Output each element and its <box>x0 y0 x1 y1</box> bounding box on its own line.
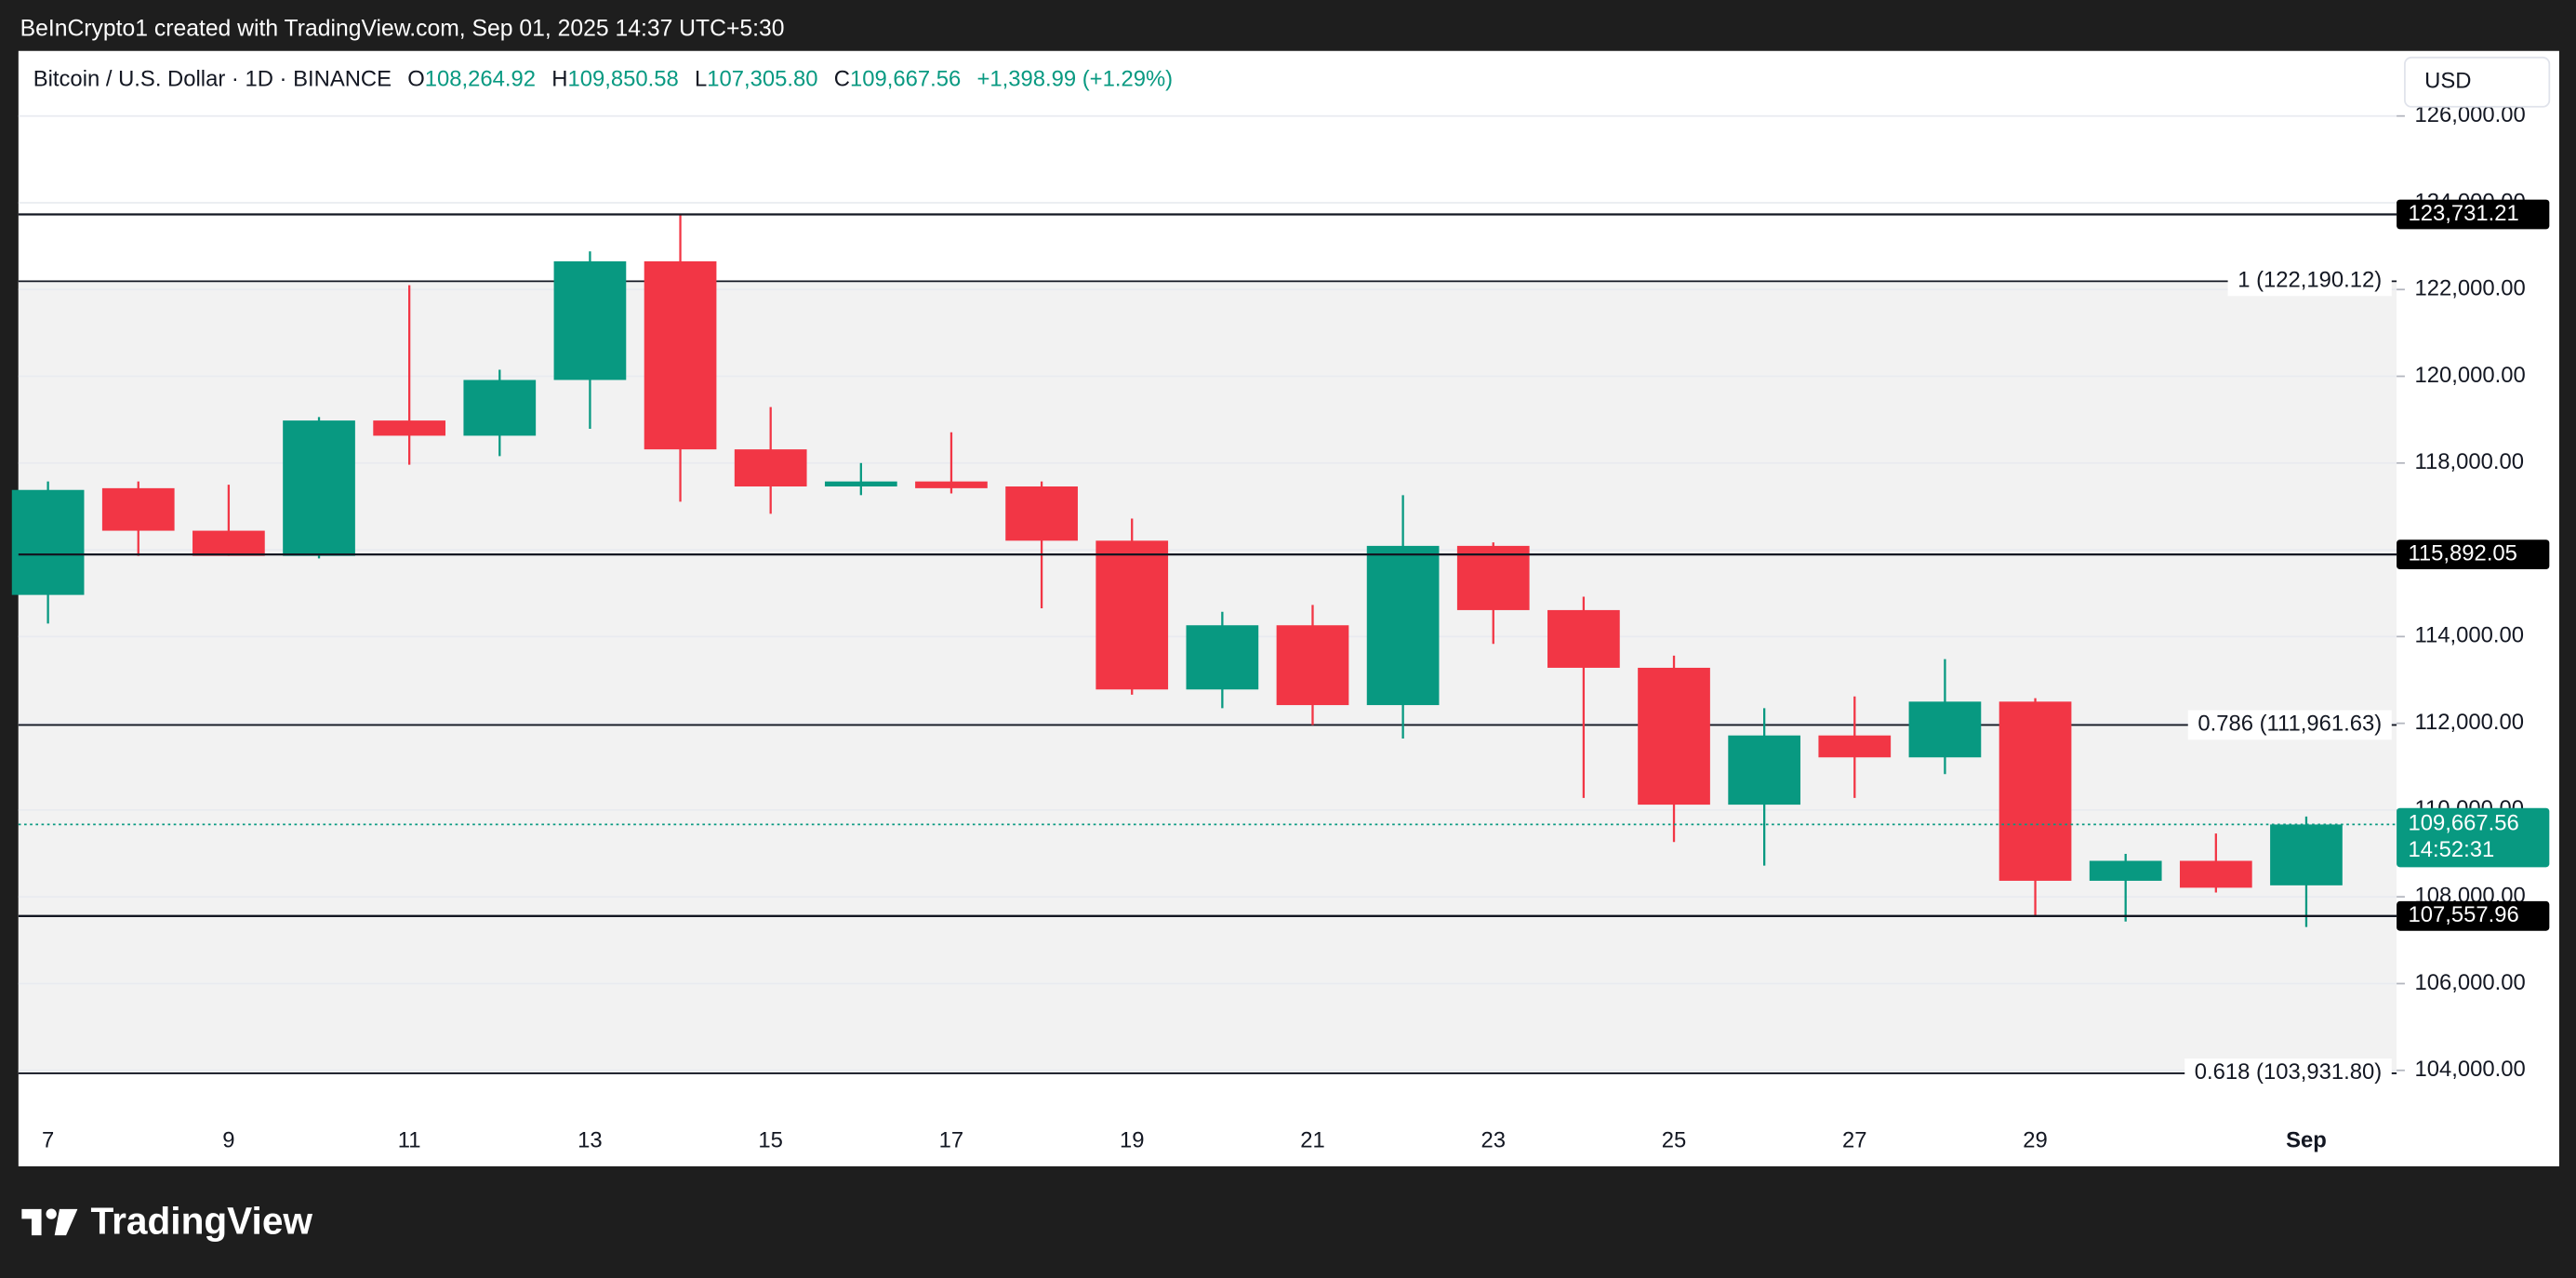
candle-body <box>373 420 446 436</box>
candle-body <box>1998 701 2072 881</box>
currency-label[interactable]: USD <box>2424 69 2471 94</box>
x-tick-label: 29 <box>2023 1128 2048 1153</box>
candle-body <box>101 487 175 531</box>
x-tick-label: 9 <box>222 1128 234 1153</box>
x-tick-label: 13 <box>578 1128 603 1153</box>
x-tick-label: 15 <box>758 1128 783 1153</box>
candle-body <box>734 449 807 486</box>
last-price-tag <box>2397 807 2550 868</box>
y-tick-label: 122,000.00 <box>2415 276 2526 301</box>
candle-body <box>824 481 897 486</box>
x-tick-label: 11 <box>398 1128 421 1153</box>
candle-body <box>1456 545 1530 610</box>
y-tick-label: 106,000.00 <box>2415 970 2526 995</box>
logo-icon <box>21 1208 78 1236</box>
logo-text: TradingView <box>91 1199 313 1242</box>
attribution: BeInCrypto1 created with TradingView.com… <box>20 16 785 41</box>
candle-body <box>1728 735 1801 805</box>
legend-key: L <box>695 67 707 92</box>
candle-body <box>1547 609 1620 668</box>
candle-body <box>1908 701 1982 758</box>
candle-body <box>1818 735 1892 758</box>
price-level-label: 123,731.21 <box>2408 201 2518 226</box>
x-tick-label: 19 <box>1120 1128 1145 1153</box>
y-tick-label: 104,000.00 <box>2415 1057 2526 1082</box>
plot-area: 104,000.00106,000.00108,000.00110,000.00… <box>11 102 2550 1153</box>
price-level-tag <box>2397 199 2550 230</box>
legend-value: 108,264.92 <box>425 67 536 92</box>
price-level-label: 115,892.05 <box>2408 540 2517 566</box>
fib-label-bg <box>2227 266 2392 297</box>
legend-value: 109,850.58 <box>568 67 679 92</box>
last-price-label: 109,667.56 <box>2408 811 2518 836</box>
candle-body <box>1366 545 1440 706</box>
candle-body <box>644 260 717 450</box>
fib-label-bg <box>2187 710 2392 740</box>
fib-label-bg <box>2184 1058 2392 1088</box>
legend-key: C <box>834 67 850 92</box>
legend-change: +1,398.99 (+1.29%) <box>976 67 1173 92</box>
candle-body <box>1276 625 1349 706</box>
price-level-label: 107,557.96 <box>2408 902 2518 927</box>
price-level-tag <box>2397 539 2550 570</box>
candle-body <box>463 379 537 436</box>
countdown: 14:52:31 <box>2408 837 2494 862</box>
y-tick-label: 114,000.00 <box>2415 623 2524 648</box>
candle-body <box>1095 540 1169 690</box>
legend-key: H <box>551 67 567 92</box>
y-tick-label: 112,000.00 <box>2415 710 2524 735</box>
candle-body <box>553 260 627 380</box>
x-tick-label: 23 <box>1481 1128 1507 1153</box>
candle-body <box>193 530 265 556</box>
x-tick-label: 17 <box>939 1128 964 1153</box>
legend-value: 109,667.56 <box>850 67 961 92</box>
fib-label: 0.786 (111,961.63) <box>2198 712 2382 737</box>
candle-body <box>1186 625 1259 690</box>
y-tick-label: 118,000.00 <box>2415 449 2524 474</box>
price-level-tag <box>2397 900 2550 931</box>
fib-label: 1 (122,190.12) <box>2237 268 2382 293</box>
candle-body <box>2270 824 2343 885</box>
candle-body <box>11 489 85 595</box>
x-tick-label: 21 <box>1300 1128 1325 1153</box>
y-tick-label: 120,000.00 <box>2415 363 2526 388</box>
x-tick-label: 7 <box>42 1128 54 1153</box>
x-tick-label: 27 <box>1842 1128 1867 1153</box>
currency-button[interactable] <box>2404 56 2551 108</box>
fib-label: 0.618 (103,931.80) <box>2195 1059 2382 1085</box>
symbol: Bitcoin / U.S. Dollar · 1D · BINANCE <box>33 67 392 92</box>
candle-body <box>915 481 988 488</box>
candle-body <box>283 420 355 556</box>
candle-body <box>2179 860 2252 888</box>
legend-value: 107,305.80 <box>707 67 817 92</box>
x-tick-label: Sep <box>2286 1128 2327 1153</box>
candle-body <box>1005 486 1078 541</box>
legend-key: O <box>407 67 425 92</box>
x-tick-label: 25 <box>1662 1128 1687 1153</box>
candle-body <box>2089 860 2162 881</box>
legend: Bitcoin / U.S. Dollar · 1D · BINANCE O10… <box>33 67 1173 92</box>
candle-body <box>1638 667 1710 805</box>
